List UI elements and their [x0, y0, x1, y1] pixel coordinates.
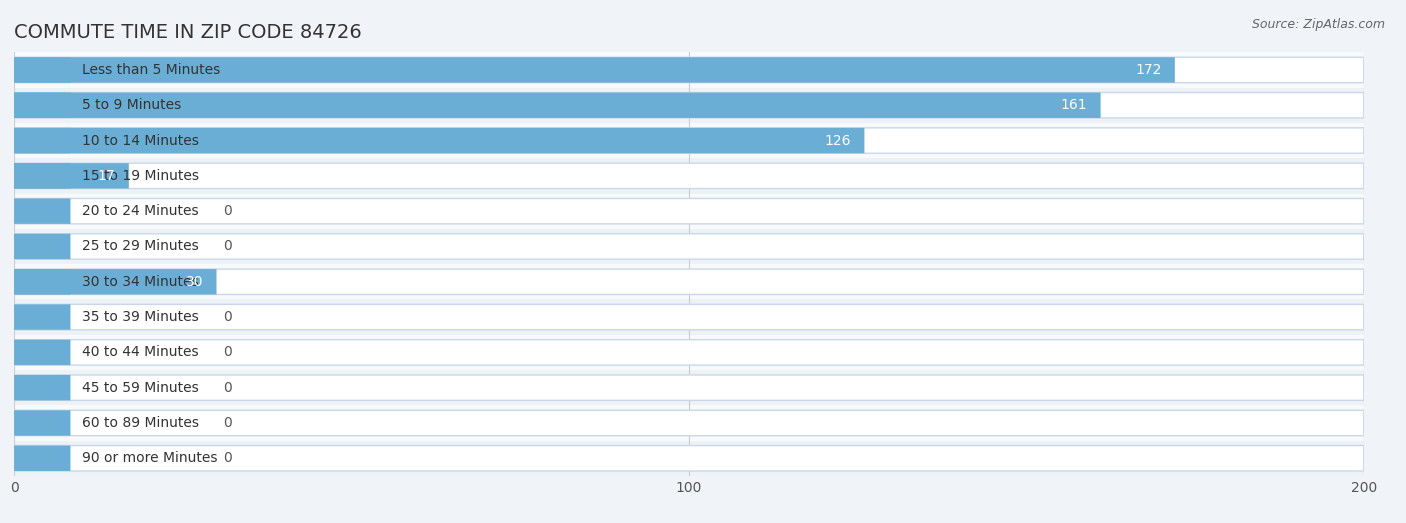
Bar [14, 52, 1364, 88]
Text: 5 to 9 Minutes: 5 to 9 Minutes [82, 98, 181, 112]
Text: 0: 0 [224, 345, 232, 359]
Bar [14, 229, 1364, 264]
FancyBboxPatch shape [14, 163, 129, 189]
Text: 60 to 89 Minutes: 60 to 89 Minutes [82, 416, 198, 430]
Bar [14, 405, 1364, 440]
Bar [14, 194, 1364, 229]
FancyBboxPatch shape [14, 198, 1364, 224]
FancyBboxPatch shape [14, 375, 70, 401]
FancyBboxPatch shape [14, 93, 1101, 118]
Text: 0: 0 [224, 240, 232, 254]
Text: 30 to 34 Minutes: 30 to 34 Minutes [82, 275, 198, 289]
FancyBboxPatch shape [14, 93, 1364, 118]
FancyBboxPatch shape [14, 339, 1364, 365]
FancyBboxPatch shape [14, 128, 865, 153]
FancyBboxPatch shape [14, 410, 70, 436]
Bar [14, 123, 1364, 158]
FancyBboxPatch shape [14, 269, 217, 294]
FancyBboxPatch shape [14, 304, 70, 330]
Text: Source: ZipAtlas.com: Source: ZipAtlas.com [1251, 18, 1385, 31]
Text: 0: 0 [224, 451, 232, 465]
FancyBboxPatch shape [14, 234, 70, 259]
Text: 40 to 44 Minutes: 40 to 44 Minutes [82, 345, 198, 359]
FancyBboxPatch shape [14, 163, 1364, 189]
Bar [14, 88, 1364, 123]
Text: 15 to 19 Minutes: 15 to 19 Minutes [82, 169, 198, 183]
Bar [14, 370, 1364, 405]
Bar [14, 158, 1364, 194]
Text: 0: 0 [224, 416, 232, 430]
FancyBboxPatch shape [14, 446, 70, 471]
FancyBboxPatch shape [14, 163, 70, 189]
Bar [14, 299, 1364, 335]
Text: 0: 0 [224, 381, 232, 395]
FancyBboxPatch shape [14, 57, 1364, 83]
Text: 25 to 29 Minutes: 25 to 29 Minutes [82, 240, 198, 254]
FancyBboxPatch shape [14, 198, 70, 224]
FancyBboxPatch shape [14, 57, 70, 83]
FancyBboxPatch shape [14, 446, 1364, 471]
FancyBboxPatch shape [14, 128, 70, 153]
Bar [14, 264, 1364, 299]
Bar [14, 335, 1364, 370]
FancyBboxPatch shape [14, 304, 1364, 330]
Text: 172: 172 [1135, 63, 1161, 77]
FancyBboxPatch shape [14, 269, 70, 294]
Text: 45 to 59 Minutes: 45 to 59 Minutes [82, 381, 198, 395]
FancyBboxPatch shape [14, 410, 1364, 436]
Text: COMMUTE TIME IN ZIP CODE 84726: COMMUTE TIME IN ZIP CODE 84726 [14, 24, 361, 42]
FancyBboxPatch shape [14, 269, 1364, 294]
FancyBboxPatch shape [14, 128, 1364, 153]
FancyBboxPatch shape [14, 234, 1364, 259]
FancyBboxPatch shape [14, 57, 1175, 83]
Text: 0: 0 [224, 204, 232, 218]
Text: 35 to 39 Minutes: 35 to 39 Minutes [82, 310, 198, 324]
Text: 126: 126 [824, 133, 851, 147]
Text: 90 or more Minutes: 90 or more Minutes [82, 451, 217, 465]
Text: 17: 17 [97, 169, 115, 183]
FancyBboxPatch shape [14, 375, 1364, 401]
Text: 161: 161 [1060, 98, 1087, 112]
Text: 10 to 14 Minutes: 10 to 14 Minutes [82, 133, 198, 147]
Text: 30: 30 [186, 275, 202, 289]
Bar [14, 440, 1364, 476]
Text: 0: 0 [224, 310, 232, 324]
Text: Less than 5 Minutes: Less than 5 Minutes [82, 63, 219, 77]
FancyBboxPatch shape [14, 339, 70, 365]
Text: 20 to 24 Minutes: 20 to 24 Minutes [82, 204, 198, 218]
FancyBboxPatch shape [14, 93, 70, 118]
